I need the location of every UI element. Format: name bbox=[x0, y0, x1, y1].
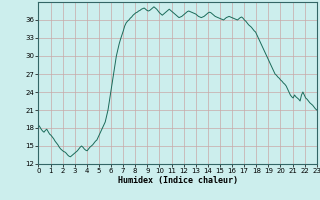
X-axis label: Humidex (Indice chaleur): Humidex (Indice chaleur) bbox=[118, 176, 238, 185]
